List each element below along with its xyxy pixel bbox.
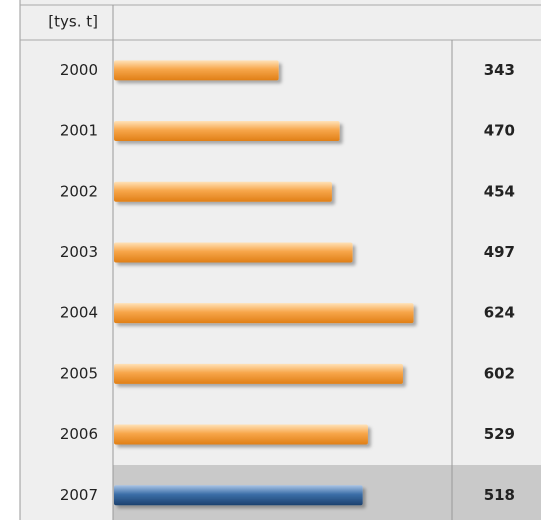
value-label: 470 (484, 122, 515, 140)
bar (114, 60, 279, 81)
category-label: 2003 (60, 243, 98, 261)
bar (114, 424, 368, 445)
bar (114, 242, 353, 263)
value-label: 454 (484, 182, 515, 200)
bar (114, 485, 363, 506)
category-label: 2002 (60, 182, 98, 200)
bar (114, 303, 414, 324)
category-label: 2006 (60, 425, 98, 443)
unit-label: [tys. t] (48, 13, 98, 31)
value-label: 624 (484, 304, 515, 322)
bar (114, 121, 340, 142)
value-label: 602 (484, 364, 515, 382)
value-label: 497 (484, 243, 515, 261)
value-label: 518 (484, 486, 515, 504)
bar (114, 181, 332, 202)
value-label: 343 (484, 61, 515, 79)
category-label: 2005 (60, 364, 98, 382)
value-label: 529 (484, 425, 515, 443)
category-label: 2001 (60, 122, 98, 140)
category-label: 2000 (60, 61, 98, 79)
category-label: 2004 (60, 304, 98, 322)
bar (114, 363, 403, 384)
category-label: 2007 (60, 486, 98, 504)
